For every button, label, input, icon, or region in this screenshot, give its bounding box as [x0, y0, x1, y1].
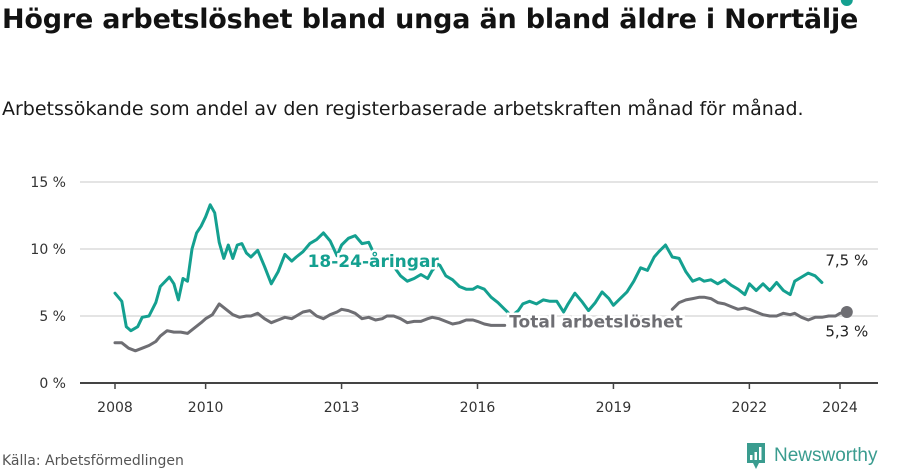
y-tick-label: 15 % [30, 175, 66, 191]
y-axis: 0 % 5 % 10 % 15 % [30, 175, 66, 392]
chart-subtitle: Arbetssökande som andel av den registerb… [2, 98, 804, 120]
x-tick-label: 2013 [324, 400, 360, 416]
x-tick-label: 2008 [97, 400, 133, 416]
end-value-total: 5,3 % [825, 323, 868, 341]
x-tick-label: 2016 [460, 400, 496, 416]
source-note: Källa: Arbetsförmedlingen [2, 453, 184, 469]
x-tick-label: 2022 [732, 400, 768, 416]
series-labels: 18-24-åringar Total arbetslöshet 7,5 % 5,3 … [305, 248, 868, 341]
series-label-total: Total arbetslöshet [509, 312, 683, 332]
chart-title: Högre arbetslöshet bland unga än bland ä… [2, 4, 859, 35]
gridlines [80, 181, 878, 317]
end-point-marker [840, 0, 853, 6]
series-label-youth: 18-24-åringar [308, 250, 440, 272]
series-line [670, 295, 849, 322]
series-line [113, 302, 507, 353]
series-line [113, 203, 824, 333]
y-tick-label: 5 % [39, 309, 66, 325]
end-point-marker [840, 305, 853, 318]
x-tick-label: 2024 [822, 400, 858, 416]
end-value-youth: 7,5 % [825, 252, 868, 270]
x-axis: 2008 2010 2013 2016 2019 2022 2024 [80, 382, 878, 416]
brand-name: Newsworthy [774, 445, 878, 466]
y-tick-label: 0 % [39, 376, 66, 392]
y-tick-label: 10 % [30, 242, 66, 258]
series-lines [113, 0, 853, 353]
x-tick-label: 2019 [596, 400, 632, 416]
bar-chart-speech-bubble-icon [747, 443, 765, 469]
brand-logo: Newsworthy [745, 441, 877, 471]
x-tick-label: 2010 [188, 400, 224, 416]
